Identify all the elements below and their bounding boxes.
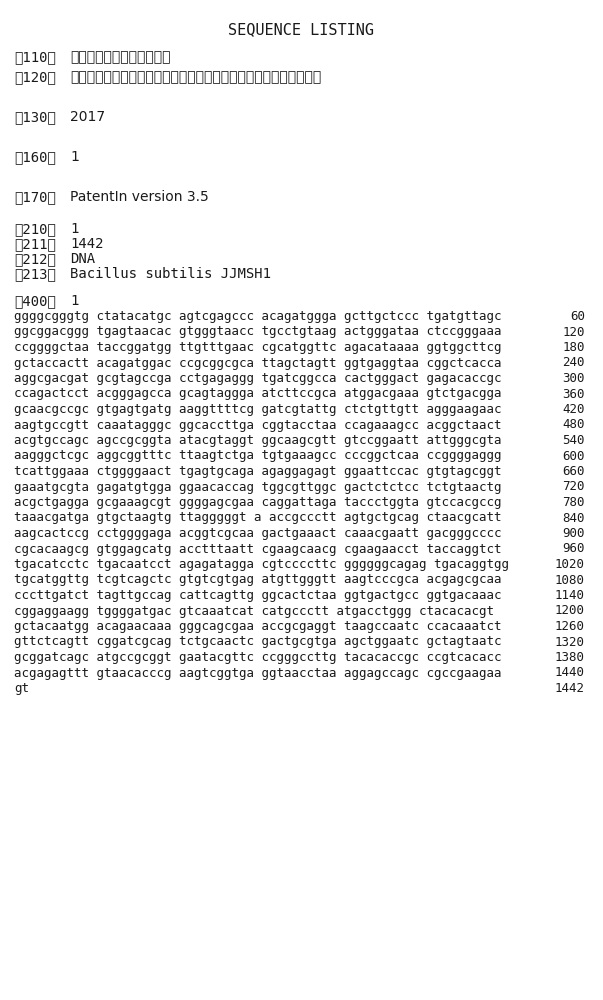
Text: cccttgatct tagttgccag cattcagttg ggcactctaa ggtgactgcc ggtgacaaac: cccttgatct tagttgccag cattcagttg ggcactc…	[14, 589, 502, 602]
Text: cggaggaagg tggggatgac gtcaaatcat catgccctt atgacctggg ctacacacgt: cggaggaagg tggggatgac gtcaaatcat catgccc…	[14, 604, 494, 617]
Text: 180: 180	[563, 341, 585, 354]
Text: 〈400〉: 〈400〉	[14, 294, 56, 308]
Text: 960: 960	[563, 542, 585, 556]
Text: tgacatcctc tgacaatcct agagatagga cgtccccttc ggggggcagag tgacaggtgg: tgacatcctc tgacaatcct agagatagga cgtcccc…	[14, 558, 509, 571]
Text: 中国科学院过程工程研究所: 中国科学院过程工程研究所	[70, 50, 171, 64]
Text: 〈210〉: 〈210〉	[14, 222, 56, 236]
Text: 1380: 1380	[555, 651, 585, 664]
Text: 1320: 1320	[555, 636, 585, 648]
Text: aagggctcgc aggcggtttc ttaagtctga tgtgaaagcc cccggctcaa ccggggaggg: aagggctcgc aggcggtttc ttaagtctga tgtgaaa…	[14, 450, 502, 462]
Text: SEQUENCE LISTING: SEQUENCE LISTING	[229, 22, 374, 37]
Text: Bacillus subtilis JJMSH1: Bacillus subtilis JJMSH1	[70, 267, 271, 281]
Text: 1200: 1200	[555, 604, 585, 617]
Text: 1: 1	[70, 294, 78, 308]
Text: 120: 120	[563, 326, 585, 338]
Text: 780: 780	[563, 496, 585, 509]
Text: 〈110〉: 〈110〉	[14, 50, 56, 64]
Text: taaacgatga gtgctaagtg ttagggggt a accgccctt agtgctgcag ctaacgcatt: taaacgatga gtgctaagtg ttagggggt a accgcc…	[14, 512, 502, 524]
Text: gcggatcagc atgccgcggt gaatacgttc ccgggccttg tacacaccgc ccgtcacacc: gcggatcagc atgccgcggt gaatacgttc ccgggcc…	[14, 651, 502, 664]
Text: 600: 600	[563, 450, 585, 462]
Text: PatentIn version 3.5: PatentIn version 3.5	[70, 190, 209, 204]
Text: 1442: 1442	[70, 237, 104, 251]
Text: 1: 1	[70, 150, 79, 164]
Text: aagtgccgtt caaatagggc ggcaccttga cggtacctaa ccagaaagcc acggctaact: aagtgccgtt caaatagggc ggcaccttga cggtacc…	[14, 418, 502, 432]
Text: gaaatgcgta gagatgtgga ggaacaccag tggcgttggc gactctctcc tctgtaactg: gaaatgcgta gagatgtgga ggaacaccag tggcgtt…	[14, 481, 502, 493]
Text: ggggcgggtg ctatacatgc agtcgagccc acagatggga gcttgctccc tgatgttagc: ggggcgggtg ctatacatgc agtcgagccc acagatg…	[14, 310, 502, 323]
Text: 〈170〉: 〈170〉	[14, 190, 56, 204]
Text: 240: 240	[563, 357, 585, 369]
Text: acgtgccagc agccgcggta atacgtaggt ggcaagcgtt gtccggaatt attgggcgta: acgtgccagc agccgcggta atacgtaggt ggcaagc…	[14, 434, 502, 447]
Text: aagcactccg cctggggaga acggtcgcaa gactgaaact caaacgaatt gacgggcccc: aagcactccg cctggggaga acggtcgcaa gactgaa…	[14, 527, 502, 540]
Text: 900: 900	[563, 527, 585, 540]
Text: 1: 1	[70, 222, 78, 236]
Text: acgagagttt gtaacacccg aagtcggtga ggtaacctaa aggagccagc cgccgaagaa: acgagagttt gtaacacccg aagtcggtga ggtaacc…	[14, 666, 502, 680]
Text: 1442: 1442	[555, 682, 585, 695]
Text: 420: 420	[563, 403, 585, 416]
Text: 〈212〉: 〈212〉	[14, 252, 56, 266]
Text: 1140: 1140	[555, 589, 585, 602]
Text: tcattggaaa ctggggaact tgagtgcaga agaggagagt ggaattccac gtgtagcggt: tcattggaaa ctggggaact tgagtgcaga agaggag…	[14, 465, 502, 478]
Text: gttctcagtt cggatcgcag tctgcaactc gactgcgtga agctggaatc gctagtaatc: gttctcagtt cggatcgcag tctgcaactc gactgcg…	[14, 636, 502, 648]
Text: 60: 60	[570, 310, 585, 323]
Text: 300: 300	[563, 372, 585, 385]
Text: 660: 660	[563, 465, 585, 478]
Text: gcaacgccgc gtgagtgatg aaggttttcg gatcgtattg ctctgttgtt agggaagaac: gcaacgccgc gtgagtgatg aaggttttcg gatcgta…	[14, 403, 502, 416]
Text: tgcatggttg tcgtcagctc gtgtcgtgag atgttgggtt aagtcccgca acgagcgcaa: tgcatggttg tcgtcagctc gtgtcgtgag atgttgg…	[14, 574, 502, 586]
Text: gctaccactt acagatggac ccgcggcgca ttagctagtt ggtgaggtaa cggctcacca: gctaccactt acagatggac ccgcggcgca ttagcta…	[14, 357, 502, 369]
Text: 540: 540	[563, 434, 585, 447]
Text: gt: gt	[14, 682, 29, 695]
Text: ccagactcct acgggagcca gcagtaggga atcttccgca atggacgaaa gtctgacgga: ccagactcct acgggagcca gcagtaggga atcttcc…	[14, 387, 502, 400]
Text: 840: 840	[563, 512, 585, 524]
Text: ggcggacggg tgagtaacac gtgggtaacc tgcctgtaag actgggataa ctccgggaaa: ggcggacggg tgagtaacac gtgggtaacc tgcctgt…	[14, 326, 502, 338]
Text: 〈211〉: 〈211〉	[14, 237, 56, 251]
Text: 360: 360	[563, 387, 585, 400]
Text: cgcacaagcg gtggagcatg acctttaatt cgaagcaacg cgaagaacct taccaggtct: cgcacaagcg gtggagcatg acctttaatt cgaagca…	[14, 542, 502, 556]
Text: 1260: 1260	[555, 620, 585, 633]
Text: 480: 480	[563, 418, 585, 432]
Text: 2017: 2017	[70, 110, 105, 124]
Text: 〈120〉: 〈120〉	[14, 70, 56, 84]
Text: DNA: DNA	[70, 252, 95, 266]
Text: 1440: 1440	[555, 666, 585, 680]
Text: 一株解磳解鿠芽孢杆菌的筛选及其在改良大棚蔬菜土壤板结中的应用: 一株解磳解鿠芽孢杆菌的筛选及其在改良大棚蔬菜土壤板结中的应用	[70, 70, 321, 84]
Text: ccggggctaa taccggatgg ttgtttgaac cgcatggttc agacataaaa ggtggcttcg: ccggggctaa taccggatgg ttgtttgaac cgcatgg…	[14, 341, 502, 354]
Text: aggcgacgat gcgtagccga cctgagaggg tgatcggcca cactgggact gagacaccgc: aggcgacgat gcgtagccga cctgagaggg tgatcgg…	[14, 372, 502, 385]
Text: gctacaatgg acagaacaaa gggcagcgaa accgcgaggt taagccaatc ccacaaatct: gctacaatgg acagaacaaa gggcagcgaa accgcga…	[14, 620, 502, 633]
Text: 〈130〉: 〈130〉	[14, 110, 56, 124]
Text: 〈213〉: 〈213〉	[14, 267, 56, 281]
Text: 720: 720	[563, 481, 585, 493]
Text: acgctgagga gcgaaagcgt ggggagcgaa caggattaga taccctggta gtccacgccg: acgctgagga gcgaaagcgt ggggagcgaa caggatt…	[14, 496, 502, 509]
Text: 1080: 1080	[555, 574, 585, 586]
Text: 1020: 1020	[555, 558, 585, 571]
Text: 〈160〉: 〈160〉	[14, 150, 56, 164]
